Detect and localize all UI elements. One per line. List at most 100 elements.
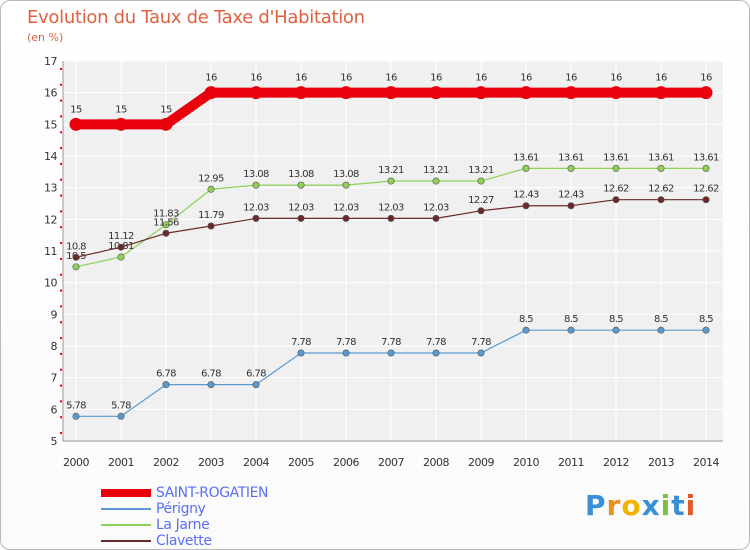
data-label: 15	[115, 104, 127, 115]
data-label: 12.62	[693, 184, 719, 195]
data-label: 16	[250, 73, 262, 84]
data-label: 13.61	[648, 152, 674, 163]
x-tick-label: 2011	[558, 456, 584, 469]
data-label: 12.43	[513, 190, 539, 201]
data-label: 8.5	[519, 314, 533, 325]
y-tick-label: 17	[44, 55, 57, 68]
x-tick-label: 2009	[468, 456, 494, 469]
data-point	[72, 263, 80, 271]
data-point	[117, 243, 125, 251]
y-tick-label: 11	[44, 245, 57, 258]
legend-label: Clavette	[156, 533, 212, 549]
x-tick-label: 2010	[513, 456, 539, 469]
y-tick-label: 10	[44, 277, 57, 290]
data-label: 16	[295, 73, 307, 84]
data-point	[69, 117, 83, 131]
data-label: 11.79	[198, 210, 224, 221]
data-point	[207, 381, 215, 389]
y-tick-label: 9	[51, 308, 58, 321]
data-point	[162, 381, 170, 389]
logo-letter: P	[585, 489, 607, 522]
data-label: 8.5	[564, 314, 578, 325]
data-point	[342, 214, 350, 222]
y-minor-tick	[60, 337, 62, 340]
data-label: 13.21	[378, 165, 404, 176]
data-point	[564, 86, 578, 100]
line-chart: 5 6 7 8 9 10 11 12 13 14 15 16 17 2000 2001 2002 2003 200…	[44, 55, 723, 469]
data-label: 12.27	[468, 195, 494, 206]
data-point	[294, 86, 308, 100]
data-label: 16	[655, 73, 667, 84]
y-minor-tick	[60, 289, 62, 292]
y-minor-tick	[60, 305, 62, 308]
y-minor-tick	[60, 432, 62, 435]
data-point	[477, 177, 485, 185]
y-minor-tick	[60, 115, 62, 118]
y-tick-label: 8	[51, 340, 58, 353]
data-point	[612, 196, 620, 204]
data-label: 5.78	[66, 400, 86, 411]
data-point	[207, 222, 215, 230]
data-point	[429, 86, 443, 100]
data-point	[387, 177, 395, 185]
data-point	[702, 164, 710, 172]
data-point	[252, 381, 260, 389]
data-point	[207, 185, 215, 193]
data-point	[252, 181, 260, 189]
data-point	[249, 86, 263, 100]
data-point	[204, 86, 218, 100]
logo-letter: r	[606, 489, 622, 522]
y-tick-label: 14	[44, 150, 57, 163]
data-point	[384, 86, 398, 100]
data-label: 16	[565, 73, 577, 84]
data-point	[702, 196, 710, 204]
data-label: 8.5	[609, 314, 623, 325]
legend-swatch	[101, 524, 151, 526]
data-label: 12.03	[333, 202, 359, 213]
x-tick-label: 2014	[693, 456, 719, 469]
y-minor-tick	[60, 352, 62, 355]
data-point	[567, 326, 575, 334]
data-point	[297, 349, 305, 357]
data-point	[387, 349, 395, 357]
data-label: 12.03	[378, 202, 404, 213]
x-tick-label: 2000	[63, 456, 89, 469]
data-label: 16	[340, 73, 352, 84]
y-tick-label: 12	[44, 213, 57, 226]
data-point	[339, 86, 353, 100]
y-minor-tick	[60, 210, 62, 213]
y-tick-label: 16	[44, 87, 57, 100]
data-point	[657, 326, 665, 334]
data-label: 16	[610, 73, 622, 84]
x-tick-label: 2005	[288, 456, 314, 469]
x-tick-label: 2001	[108, 456, 134, 469]
data-label: 15	[160, 104, 172, 115]
data-label: 7.78	[471, 337, 491, 348]
data-label: 16	[430, 73, 442, 84]
data-point	[522, 164, 530, 172]
legend-swatch	[101, 489, 151, 497]
data-point	[252, 214, 260, 222]
x-tick-label: 2012	[603, 456, 629, 469]
data-point	[612, 326, 620, 334]
data-label: 13.61	[558, 152, 584, 163]
data-label: 16	[700, 73, 712, 84]
y-tick-label: 6	[51, 403, 58, 416]
data-point	[297, 214, 305, 222]
data-point	[159, 117, 173, 131]
y-minor-tick	[60, 368, 62, 371]
data-point	[567, 164, 575, 172]
data-label: 16	[475, 73, 487, 84]
legend-label: La Jarne	[156, 517, 210, 533]
data-label: 13.08	[288, 169, 314, 180]
data-label: 12.43	[558, 190, 584, 201]
y-tick-label: 5	[51, 435, 58, 448]
legend-label: Périgny	[156, 501, 206, 517]
data-point	[387, 214, 395, 222]
y-minor-tick	[60, 83, 62, 86]
data-point	[342, 181, 350, 189]
data-label: 16	[385, 73, 397, 84]
data-point	[342, 349, 350, 357]
logo-letter: x	[641, 489, 661, 522]
